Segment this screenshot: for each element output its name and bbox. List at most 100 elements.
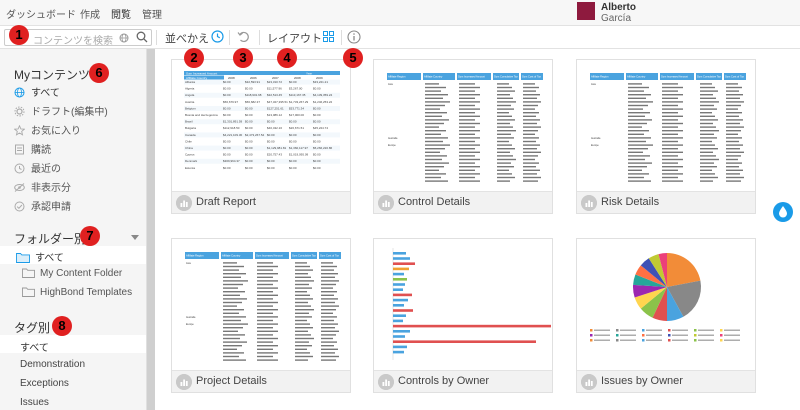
pie-slice [640,258,667,287]
thumb-cell [628,126,642,128]
report-card[interactable]: Controls by Owner [373,238,553,393]
thumb-row-stripe [184,119,340,125]
bar-mark [393,309,413,312]
report-card[interactable]: Affiliate Region Affiliate Country Sum Inc… [171,238,351,393]
legend-label [620,329,636,331]
undo-icon[interactable] [237,30,250,43]
report-card[interactable]: Affiliate Region Affiliate Country Sum Inc… [373,59,553,214]
legend-label [594,339,610,341]
folder-item-highbond[interactable]: HighBond Templates [22,287,132,301]
thumb-cell [321,348,338,350]
pie-slice [652,287,667,321]
thumb-cell: $2,473,267.54 [245,133,265,137]
thumb-cell [628,140,646,143]
toolbar: コンテンツを検索 並べかえ レイアウト [0,26,800,49]
thumb-cell: Brazil [185,120,193,124]
thumb-cell [257,316,278,318]
thumb-cell [459,86,480,89]
tag-item-exceptions[interactable]: Exceptions [20,378,69,389]
tag-item-issues[interactable]: Issues [20,397,49,408]
thumb-cell: $5,266,220.86 [313,146,333,150]
card-footer: Controls by Owner [374,370,552,392]
thumb-cell [523,122,537,125]
thumb-cell: Denmark [185,159,198,163]
thumb-header-text: Affiliate Region [186,254,204,258]
sidebar-item-drafts[interactable]: ドラフト(編集中) [14,103,108,118]
thumb-cell [257,287,278,289]
thumb-cell [295,355,313,358]
folder-item-label: HighBond Templates [40,287,133,298]
thumb-cell [523,115,536,117]
sidebar-item-hidden[interactable]: 非表示分 [14,179,71,194]
card-title: Control Details [398,196,471,208]
thumb-cell: $1,129,981.81 [267,146,287,150]
grid-view-icon[interactable] [323,31,334,42]
thumb-cell [425,144,450,146]
layout-button[interactable]: レイアウト [267,33,322,45]
sidebar-scrollbar[interactable] [147,49,155,410]
thumb-cell [257,273,278,275]
thumb-cell [223,291,245,293]
tag-item-all[interactable]: すべて [20,343,49,354]
pie-chart-preview [590,253,740,342]
nav-dashboard[interactable]: ダッシュボード [6,10,76,21]
thumb-cell [257,301,278,304]
top-nav: ダッシュボード 作成 閲覧 管理 Alberto García [0,0,800,29]
report-card[interactable]: Sum Increased Amount Year Affiliate Coun… [171,59,351,214]
thumb-cell [425,101,450,103]
thumb-cell [257,280,278,282]
clock-icon[interactable] [211,30,224,43]
thumb-cell [700,155,716,157]
sidebar-item-recent[interactable]: 最近の [14,160,61,175]
sidebar-item-approval[interactable]: 承認申請 [14,198,71,213]
thumb-cell [726,162,742,164]
thumb-cell [497,90,515,92]
thumb-cell [295,337,314,340]
thumb-cell [295,316,312,318]
sidebar-item-label: ドラフト(編集中) [31,107,108,118]
chevron-down-icon[interactable] [131,235,139,240]
pie-slice [667,287,684,321]
thumb-cell [628,166,647,168]
search-icon[interactable] [136,31,148,43]
bar-chart-icon [378,195,394,211]
callout-badge: 3 [233,48,253,68]
thumb-cell [257,305,273,307]
sidebar-item-subscriptions[interactable]: 購読 [14,141,51,156]
thumb-cell [257,262,273,264]
sidebar-item-favorites[interactable]: お気に入り [14,122,81,137]
thumb-cell [321,276,335,278]
nav-create[interactable]: 作成 [80,10,100,21]
thumb-cell: $47,327,395.51 [267,100,288,104]
folder-item-all[interactable]: すべて [16,249,64,264]
thumb-cell [295,262,307,264]
card-footer: Issues by Owner [577,370,755,392]
help-button[interactable] [773,202,793,222]
thumb-cell [459,140,475,143]
thumb-cell [726,148,740,150]
sort-button[interactable]: 並べかえ [165,33,209,45]
thumb-header-cell [724,73,746,80]
thumb-cell [257,348,273,350]
thumb-cell [223,348,237,350]
thumb-cell: $0.00 [245,139,253,143]
sidebar-item-all[interactable]: すべて [14,84,60,99]
tag-item-demonstration[interactable]: Demonstration [20,359,86,370]
thumb-cell [700,112,712,114]
thumb-cell [425,83,439,85]
globe-icon[interactable] [119,33,129,43]
sidebar: Myコンテンツ すべて ドラフト(編集中) お気に入り 購読 最近の 非表示分 … [0,49,147,410]
folder-item-my-content[interactable]: My Content Folder [22,268,122,282]
report-card[interactable]: Affiliate Region Affiliate Country Sum Inc… [576,59,756,214]
report-card[interactable]: Issues by Owner [576,238,756,393]
thumb-cell: $13,086.12 [267,113,282,117]
report-thumbnail: Affiliate Region Affiliate Country Sum Inc… [375,61,551,191]
avatar [577,2,595,20]
nav-browse[interactable]: 閲覧 [111,6,131,29]
thumb-cell [628,101,653,103]
draft-report-preview: Sum Increased Amount Year Affiliate Coun… [184,71,340,170]
nav-admin[interactable]: 管理 [142,10,162,21]
thumb-cell [523,148,537,150]
info-icon[interactable] [347,30,361,44]
search-input[interactable]: コンテンツを検索 [4,29,152,47]
